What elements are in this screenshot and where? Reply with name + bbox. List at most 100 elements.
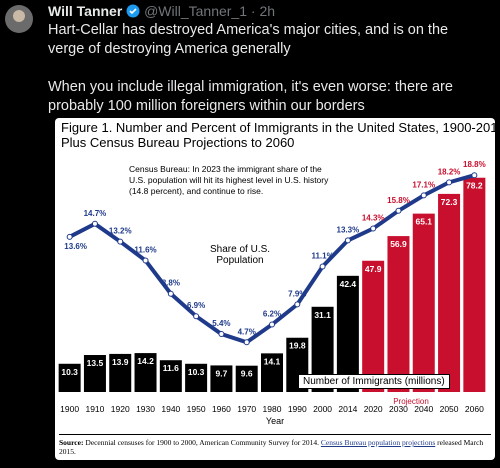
x-tick-label: 2014 xyxy=(338,404,357,414)
tweet-text: Hart-Cellar has destroyed America's majo… xyxy=(48,21,488,116)
bar xyxy=(58,363,81,392)
share-point xyxy=(446,179,453,186)
bar xyxy=(83,355,106,392)
annotation: Census Bureau: In 2023 the immigrant sha… xyxy=(129,164,322,174)
share-value-label: 13.2% xyxy=(109,227,132,236)
bar xyxy=(311,306,334,392)
source-note: Source: Decennial censuses for 1900 to 2… xyxy=(59,434,491,456)
annotation: U.S. population will hit its highest lev… xyxy=(129,175,329,185)
bar-value-label: 10.3 xyxy=(61,367,78,377)
share-value-label: 8.8% xyxy=(162,279,180,288)
bar xyxy=(336,275,359,392)
bar-value-label: 42.4 xyxy=(340,279,357,289)
bar-value-label: 47.9 xyxy=(365,264,382,274)
x-tick-label: 2020 xyxy=(364,404,383,414)
bar-value-label: 14.1 xyxy=(264,356,281,366)
x-tick-label: 1920 xyxy=(111,404,130,414)
bar xyxy=(362,260,385,392)
share-point xyxy=(471,172,478,179)
bar xyxy=(210,365,233,392)
share-point xyxy=(294,301,301,308)
share-point xyxy=(319,263,326,270)
chart-title: Figure 1. Number and Percent of Immigran… xyxy=(61,120,495,135)
annotation: (14.8 percent), and continue to rise. xyxy=(129,186,263,196)
share-value-label: 6.2% xyxy=(263,310,281,319)
bar-legend: Number of Immigrants (millions) xyxy=(298,374,450,389)
share-point xyxy=(193,313,200,320)
x-tick-label: 1980 xyxy=(263,404,282,414)
share-point xyxy=(370,225,377,232)
share-point xyxy=(420,192,427,199)
share-point xyxy=(167,290,174,297)
bar-value-label: 78.2 xyxy=(466,181,483,191)
share-value-label: 5.4% xyxy=(212,319,230,328)
avatar[interactable] xyxy=(4,4,34,34)
projection-label: Projection xyxy=(393,397,429,406)
share-value-label: 15.8% xyxy=(387,196,410,205)
x-tick-label: 2000 xyxy=(313,404,332,414)
paragraph: When you include illegal immigration, it… xyxy=(48,79,453,114)
x-tick-label: 1970 xyxy=(237,404,256,414)
bar-value-label: 11.6 xyxy=(163,363,179,373)
source-label: Source: xyxy=(59,438,84,447)
x-tick-label: 2060 xyxy=(465,404,484,414)
share-value-label: 17.1% xyxy=(412,180,435,189)
share-point xyxy=(269,321,275,328)
share-value-label: 11.6% xyxy=(134,246,156,255)
chart: Figure 1. Number and Percent of Immigran… xyxy=(58,120,495,426)
share-value-label: 18.8% xyxy=(463,160,486,169)
source-text: Decennial censuses for 1900 to 2000, Ame… xyxy=(83,438,321,447)
share-value-label: 13.3% xyxy=(337,225,360,234)
x-tick-label: 1910 xyxy=(85,404,104,414)
x-tick-label: 2050 xyxy=(440,404,459,414)
share-value-label: 13.6% xyxy=(64,242,87,251)
share-point xyxy=(344,237,351,244)
share-point xyxy=(218,331,225,338)
bar xyxy=(261,353,283,392)
x-tick-label: 1950 xyxy=(187,404,206,414)
bar-value-label: 9.7 xyxy=(215,368,227,378)
x-tick-label: 1960 xyxy=(212,404,231,414)
source-link[interactable]: Census Bureau population projections xyxy=(320,438,436,447)
x-tick-label: 2030 xyxy=(389,404,408,414)
bar xyxy=(438,193,461,392)
author-name[interactable]: Will Tanner xyxy=(48,3,123,19)
bar-value-label: 14.2 xyxy=(137,356,154,366)
share-point xyxy=(117,238,124,245)
x-tick-label: 1990 xyxy=(288,404,307,414)
share-point xyxy=(91,220,98,227)
source-text: released March 2015. xyxy=(59,438,484,456)
share-value-label: 4.7% xyxy=(238,327,256,336)
x-axis-label: Year xyxy=(266,416,284,426)
share-value-label: 11.1% xyxy=(311,251,333,260)
x-tick-label: 1930 xyxy=(136,404,155,414)
author-handle[interactable]: @Will_Tanner_1 xyxy=(144,3,247,19)
bar-value-label: 9.6 xyxy=(241,369,253,379)
share-value-label: 7.9% xyxy=(288,289,306,298)
bar-value-label: 31.1 xyxy=(314,310,331,320)
bar xyxy=(463,177,486,392)
x-tick-label: 2040 xyxy=(414,404,433,414)
bar-value-label: 56.9 xyxy=(390,239,407,249)
paragraph: Hart-Cellar has destroyed America's majo… xyxy=(48,22,449,57)
bar xyxy=(235,365,258,392)
tweet-time[interactable]: · 2h xyxy=(250,3,276,19)
share-value-label: 14.3% xyxy=(362,214,385,223)
chart-title: Plus Census Bureau Projections to 2060 xyxy=(61,135,294,150)
verified-badge xyxy=(126,4,140,18)
bar-value-label: 72.3 xyxy=(441,197,458,207)
chart-image[interactable]: Figure 1. Number and Percent of Immigran… xyxy=(55,118,495,460)
bar xyxy=(412,213,435,392)
x-tick-label: 1940 xyxy=(161,404,180,414)
share-point xyxy=(395,207,402,214)
share-value-label: 6.9% xyxy=(187,301,205,310)
line-legend: Share of U.S. Population xyxy=(209,244,271,266)
bar-value-label: 65.1 xyxy=(415,217,432,227)
bar-value-label: 19.8 xyxy=(289,341,306,351)
bar xyxy=(134,353,157,392)
bar xyxy=(185,363,208,392)
share-point xyxy=(243,339,250,346)
bar-value-label: 13.9 xyxy=(112,357,129,367)
share-point xyxy=(66,233,73,240)
